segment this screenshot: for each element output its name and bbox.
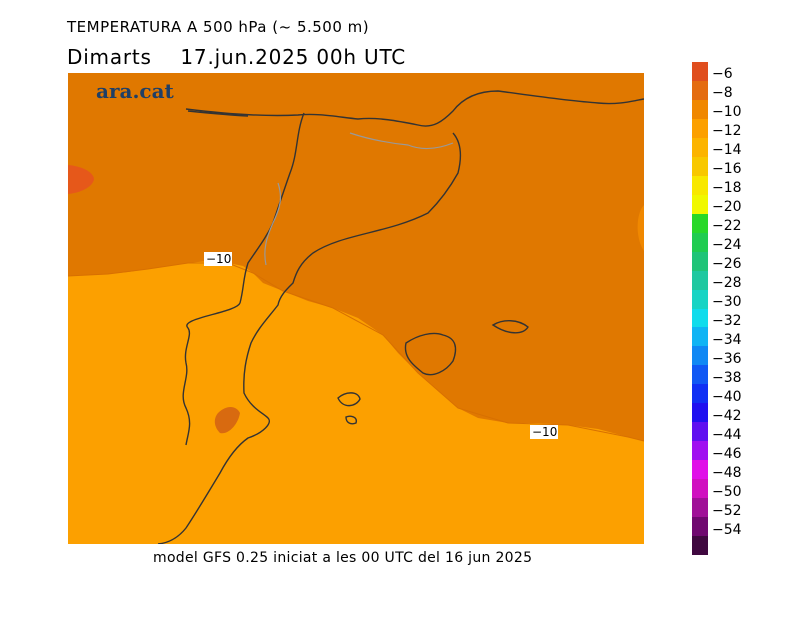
map-title: TEMPERATURA A 500 hPa (~ 5.500 m) — [67, 18, 370, 36]
legend-swatch — [692, 346, 708, 366]
legend-label: −6 — [712, 66, 733, 82]
legend-swatch — [692, 536, 708, 556]
contour-label: −10 — [532, 425, 557, 439]
coastline-north — [187, 110, 249, 117]
legend-label: −44 — [712, 427, 742, 443]
lake — [214, 407, 240, 434]
border-west — [182, 302, 241, 446]
legend-swatch — [692, 460, 708, 480]
contour-label: −10 — [206, 252, 231, 266]
legend-swatch — [692, 62, 708, 82]
legend-label: −18 — [712, 180, 742, 196]
logo: ara.cat — [96, 79, 175, 103]
legend-label: −14 — [712, 142, 742, 158]
legend-label: −10 — [712, 104, 742, 120]
legend-label: −46 — [712, 446, 742, 462]
temperature-map: ara.cat −10 −10 — [68, 73, 644, 544]
legend-label: −52 — [712, 503, 742, 519]
legend-label: −28 — [712, 275, 742, 291]
menorca — [491, 320, 529, 334]
legend-swatch — [692, 308, 708, 328]
legend-label: −22 — [712, 218, 742, 234]
legend-label: −42 — [712, 408, 742, 424]
legend-swatch — [692, 80, 708, 101]
legend-swatch — [692, 422, 708, 442]
legend-swatch — [692, 251, 708, 272]
legend-swatch — [692, 441, 708, 461]
legend-label: −20 — [712, 199, 742, 215]
legend-swatch — [692, 517, 708, 537]
field-minus8 — [68, 73, 644, 441]
legend-label: −34 — [712, 332, 742, 348]
legend-swatch — [692, 365, 708, 385]
legend-swatch — [692, 479, 708, 499]
field-minus6 — [68, 165, 94, 194]
legend-swatch — [692, 289, 708, 309]
legend-swatch — [692, 99, 708, 120]
map-subtitle: Dimarts 17.jun.2025 00h UTC — [67, 45, 407, 69]
color-legend — [692, 62, 708, 556]
legend-label: −16 — [712, 161, 742, 177]
coastline-catalonia — [157, 132, 462, 544]
formentera — [345, 415, 358, 425]
legend-swatch — [692, 194, 708, 215]
legend-swatch — [692, 270, 708, 291]
coastline-france — [185, 90, 644, 127]
legend-swatch — [692, 403, 708, 423]
legend-swatch — [692, 118, 708, 139]
legend-swatch — [692, 213, 708, 234]
legend-label: −24 — [712, 237, 742, 253]
legend-label: −50 — [712, 484, 742, 500]
legend-label: −36 — [712, 351, 742, 367]
legend-swatch — [692, 156, 708, 177]
legend-swatch — [692, 327, 708, 347]
legend-label: −30 — [712, 294, 742, 310]
legend-label: −12 — [712, 123, 742, 139]
model-footer: model GFS 0.25 iniciat a les 00 UTC del … — [153, 550, 533, 566]
ibiza — [337, 392, 361, 407]
legend-label: −32 — [712, 313, 742, 329]
legend-swatch — [692, 175, 708, 196]
legend-swatch — [692, 384, 708, 404]
legend-label: −54 — [712, 522, 742, 538]
legend-label: −26 — [712, 256, 742, 272]
contour-line — [68, 262, 644, 442]
legend-swatch — [692, 498, 708, 518]
legend-label: −8 — [712, 85, 733, 101]
legend-swatch — [692, 232, 708, 253]
mallorca — [404, 332, 457, 376]
legend-label: −38 — [712, 370, 742, 386]
andorra-border — [264, 132, 454, 266]
legend-label: −40 — [712, 389, 742, 405]
legend-swatch — [692, 137, 708, 158]
field-minus6-east — [637, 205, 644, 251]
legend-label: −48 — [712, 465, 742, 481]
